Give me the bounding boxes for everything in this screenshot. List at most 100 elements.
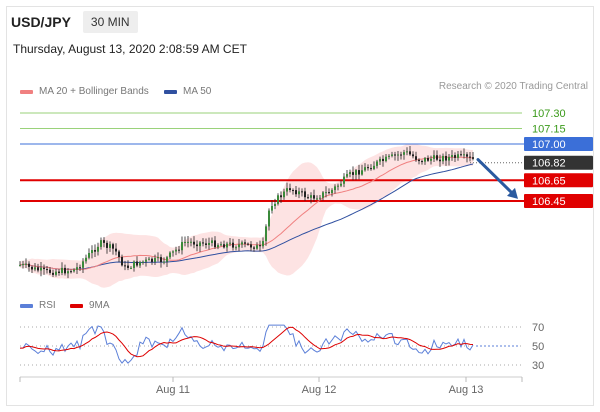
- candle: [343, 173, 345, 188]
- candle-body: [358, 170, 360, 175]
- candle: [469, 152, 471, 162]
- candle-body: [310, 195, 312, 198]
- candle: [340, 180, 342, 188]
- candle: [352, 166, 354, 181]
- candle: [451, 150, 453, 161]
- candle: [379, 156, 381, 166]
- candle: [325, 186, 327, 198]
- candle: [235, 245, 237, 251]
- candle-body: [262, 241, 264, 247]
- legend-ma50: MA 50: [164, 86, 211, 97]
- candle: [367, 164, 369, 171]
- candle-body: [127, 265, 129, 268]
- candle: [97, 242, 99, 256]
- rsi-9ma-line: [20, 326, 474, 358]
- ma50-swatch: [164, 89, 177, 94]
- candle-body: [103, 240, 105, 243]
- candle-body: [319, 197, 321, 199]
- candle: [40, 262, 42, 277]
- candle: [460, 150, 462, 157]
- candle: [31, 265, 33, 273]
- candle-body: [454, 155, 456, 158]
- candle-body: [460, 154, 462, 156]
- candle-body: [247, 243, 249, 245]
- candle-body: [256, 245, 258, 249]
- candle-body: [355, 170, 357, 175]
- legend-ma20-bollinger: MA 20 + Bollinger Bands: [20, 86, 149, 97]
- level-label-box-106.45: [524, 194, 593, 208]
- candle: [376, 159, 378, 169]
- candle: [64, 264, 66, 276]
- candle: [184, 236, 186, 247]
- candle: [349, 169, 351, 178]
- candle: [253, 245, 255, 252]
- candle: [34, 262, 36, 272]
- candle-body: [232, 242, 234, 248]
- candle-body: [49, 269, 51, 273]
- candle: [91, 245, 93, 259]
- candle: [25, 258, 27, 268]
- candle-body: [55, 271, 57, 275]
- candle-body: [274, 203, 276, 207]
- candle: [118, 249, 120, 262]
- candle-body: [427, 157, 429, 161]
- candle: [247, 242, 249, 246]
- candle: [418, 158, 420, 165]
- candle: [121, 254, 123, 267]
- candle-body: [136, 261, 138, 266]
- candle-body: [223, 244, 225, 248]
- candle: [148, 256, 150, 261]
- research-credit: Research © 2020 Trading Central: [438, 81, 588, 92]
- timeframe-badge[interactable]: 30 MIN: [82, 11, 138, 33]
- legend-ma50-label: MA 50: [183, 86, 212, 97]
- candle-body: [148, 258, 150, 260]
- candle: [466, 152, 468, 163]
- candle-body: [154, 258, 156, 262]
- candle: [142, 260, 144, 265]
- candle-body: [286, 188, 288, 192]
- candle: [433, 150, 435, 163]
- candle-body: [436, 155, 438, 160]
- candle-body: [304, 191, 306, 198]
- candle-body: [388, 155, 390, 157]
- candle: [310, 192, 312, 204]
- candle: [181, 236, 183, 255]
- candle-body: [373, 165, 375, 170]
- candle-body: [109, 244, 111, 248]
- candle-body: [190, 241, 192, 243]
- candle-body: [295, 190, 297, 195]
- ma20-swatch: [20, 89, 33, 94]
- candle: [145, 257, 147, 267]
- candle-body: [406, 151, 408, 153]
- candle: [301, 188, 303, 197]
- x-tick-label-aug-11: Aug 11: [156, 384, 190, 396]
- candle-body: [88, 253, 90, 258]
- rsi-level-label-70: 70: [532, 322, 544, 334]
- legend-9ma: 9MA: [70, 300, 110, 311]
- candle: [412, 151, 414, 159]
- level-label-box-106.82: [524, 155, 593, 170]
- candle: [403, 149, 405, 160]
- candle-body: [328, 192, 330, 194]
- candle-body: [385, 156, 387, 162]
- candle: [52, 269, 54, 278]
- candle: [85, 254, 87, 264]
- candle-body: [145, 259, 147, 262]
- rsi-level-label-30: 30: [532, 360, 544, 372]
- candle: [256, 242, 258, 250]
- candle-body: [76, 267, 78, 270]
- candle-body: [193, 241, 195, 245]
- level-label-106.45: 106.45: [532, 196, 566, 208]
- candle: [199, 241, 201, 252]
- candle-body: [187, 241, 189, 243]
- candle-body: [394, 154, 396, 156]
- candle: [424, 156, 426, 165]
- candle-body: [403, 152, 405, 155]
- candle-body: [235, 247, 237, 249]
- candle: [172, 250, 174, 257]
- candle: [265, 224, 267, 246]
- candle: [220, 241, 222, 247]
- candle: [277, 193, 279, 206]
- candle-body: [58, 271, 60, 273]
- candle: [19, 261, 21, 267]
